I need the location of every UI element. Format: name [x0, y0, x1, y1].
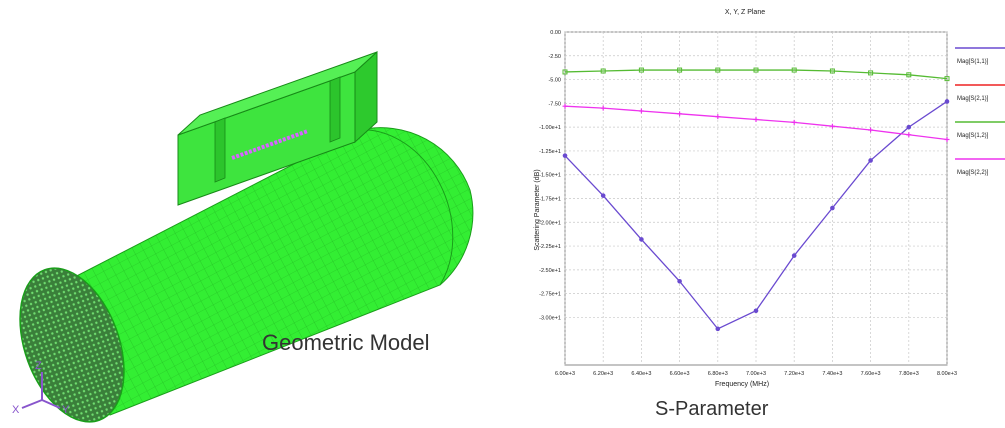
legend: Mag[S(1,1)] Mag[S(2,1)] Mag[S(1,2)] Mag[S(2… [955, 47, 1005, 176]
data-point [906, 72, 912, 78]
y-tick-label: -5.00 [548, 78, 561, 84]
s-parameter-chart: X, Y, Z Plane 6.00e+3 6.20e+3 6.40e+3 6.60e… [534, 9, 1005, 388]
geometric-model-panel: Z X Y Geometric Model [0, 0, 505, 423]
data-point [868, 70, 874, 76]
data-point [830, 205, 835, 211]
data-point [639, 237, 644, 242]
cylinder-end-cap [19, 267, 125, 423]
x-tick-label: 6.80e+3 [708, 371, 728, 377]
data-point [791, 119, 797, 125]
triad-label-y: Y [62, 404, 70, 416]
y-tick-label: -2.25e+1 [539, 244, 561, 250]
legend-label: Mag[S(1,1)] [957, 59, 989, 65]
y-axis-title: Scattering Parameter (dB) [534, 169, 541, 250]
y-tick-label: -7.50 [548, 101, 561, 107]
y-tick-label: -2.00e+1 [539, 220, 561, 226]
x-tick-label: 7.40e+3 [822, 371, 842, 377]
s-parameter-panel: X, Y, Z Plane 6.00e+3 6.20e+3 6.40e+3 6.60e… [505, 0, 1005, 423]
data-point [600, 105, 606, 111]
x-tick-label: 7.00e+3 [746, 371, 766, 377]
data-point [677, 111, 683, 117]
y-tick-label: -3.00e+1 [539, 315, 561, 321]
triad-label-x: X [12, 404, 20, 416]
data-point [715, 326, 721, 332]
x-tick-label: 7.60e+3 [861, 371, 881, 377]
data-point [677, 278, 682, 284]
y-tick-label: -2.75e+1 [539, 292, 561, 298]
data-point [677, 67, 683, 73]
data-point [600, 68, 606, 74]
legend-label: Mag[S(2,2)] [957, 170, 989, 176]
x-tick-label: 6.40e+3 [631, 371, 651, 377]
x-tick-label: 7.20e+3 [784, 371, 804, 377]
chart-caption: S-Parameter [655, 398, 769, 420]
data-point [868, 158, 873, 163]
x-tick-label: 8.00e+3 [937, 371, 957, 377]
x-tick-label: 7.80e+3 [899, 371, 919, 377]
data-point [562, 103, 568, 109]
cylinder-body [29, 127, 474, 416]
data-point [638, 67, 644, 73]
y-tick-label: 0.00 [550, 30, 561, 36]
data-point [600, 193, 606, 198]
data-point [791, 253, 797, 258]
data-point [753, 308, 759, 314]
waveguide-box [177, 50, 378, 206]
y-tick-label: -1.25e+1 [539, 149, 561, 155]
chart-title: X, Y, Z Plane [725, 9, 765, 16]
legend-label: Mag[S(1,2)] [957, 133, 989, 139]
data-point [715, 67, 721, 73]
data-point [944, 99, 950, 104]
legend-label: Mag[S(2,1)] [957, 96, 989, 102]
x-axis-title: Frequency (MHz) [715, 381, 769, 388]
x-tick-label: 6.20e+3 [593, 371, 613, 377]
triad-label-z: Z [35, 360, 42, 372]
y-tick-label: -1.75e+1 [539, 197, 561, 203]
x-tick-label: 6.60e+3 [670, 371, 690, 377]
data-point [715, 114, 721, 120]
x-tick-label: 6.00e+3 [555, 371, 575, 377]
y-tick-label: -2.50 [548, 54, 561, 60]
data-point [944, 76, 950, 82]
data-point [868, 127, 874, 133]
y-tick-label: -2.50e+1 [539, 268, 561, 274]
data-point [906, 124, 912, 130]
cylinder-mesh-model [19, 50, 474, 423]
y-tick-label: -1.50e+1 [539, 173, 561, 179]
data-point [753, 67, 759, 73]
y-tick-label: -1.00e+1 [539, 125, 561, 131]
data-point [638, 108, 644, 114]
plot-area: 6.00e+3 6.20e+3 6.40e+3 6.60e+3 6.80e+3 7.00e… [539, 30, 957, 377]
series-line [564, 69, 948, 80]
data-point [562, 69, 568, 75]
data-point [753, 117, 759, 123]
data-point [944, 137, 950, 143]
data-point [829, 123, 835, 129]
data-point [791, 67, 797, 73]
model-caption: Geometric Model [262, 330, 430, 355]
axis-triad [21, 372, 61, 409]
data-point [829, 68, 835, 74]
data-point [562, 153, 568, 158]
data-point [906, 132, 912, 138]
